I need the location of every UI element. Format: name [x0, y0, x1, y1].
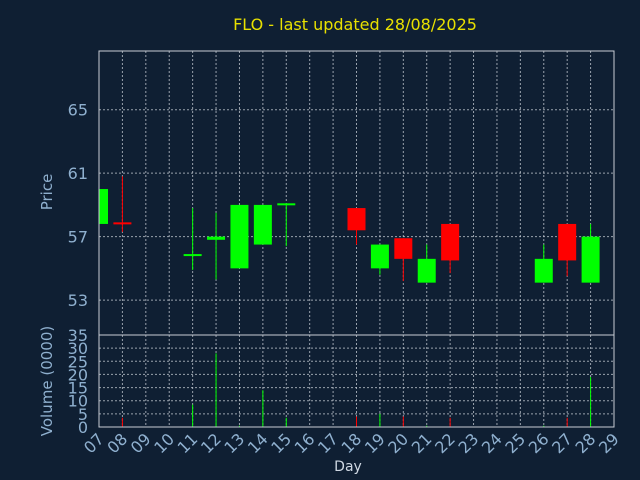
candle-body [534, 258, 553, 283]
candle-body [277, 203, 296, 206]
candle-body [347, 208, 366, 231]
candle-body [99, 189, 108, 224]
volume-panel-frame [98, 334, 615, 428]
volume-tick-label: 5 [78, 405, 88, 424]
day-axis-ticks: 0708091011121314151617181920212223242526… [80, 429, 623, 457]
candle-body [558, 223, 577, 261]
candle-body [230, 204, 249, 269]
day-tick-label: 29 [595, 429, 623, 457]
volume-tick-label: 10 [68, 392, 88, 411]
price-candles [98, 176, 600, 283]
price-tick-label: 65 [68, 101, 88, 120]
candle-body [370, 244, 389, 269]
candle-body [394, 238, 413, 259]
price-axis-label: Price [38, 174, 56, 211]
volume-axis-label: Volume (0000) [38, 326, 56, 436]
candle-body [253, 204, 272, 245]
volume-tick-label: 15 [68, 379, 88, 398]
volume-bars [121, 353, 592, 427]
candle-body [113, 222, 132, 225]
volume-tick-label: 30 [68, 339, 88, 358]
price-tick-label: 61 [68, 164, 88, 183]
x-axis-label: Day [334, 459, 362, 475]
price-tick-label: 53 [68, 291, 88, 310]
volume-tick-label: 0 [78, 418, 88, 437]
chart-title: FLO - last updated 28/08/2025 [233, 15, 477, 34]
candle-body [581, 236, 600, 283]
price-tick-label: 35 [68, 326, 88, 345]
candle-body [207, 236, 226, 240]
volume-tick-label: 25 [68, 352, 88, 371]
volume-tick-label: 20 [68, 365, 88, 384]
price-grid [98, 51, 615, 335]
volume-grid [98, 335, 615, 428]
price-axis-ticks: 53 57 61 65 35 [68, 101, 88, 345]
price-tick-label: 57 [68, 228, 88, 247]
candle-body [441, 223, 460, 261]
candle-body [417, 258, 436, 283]
candle-body [183, 254, 202, 257]
